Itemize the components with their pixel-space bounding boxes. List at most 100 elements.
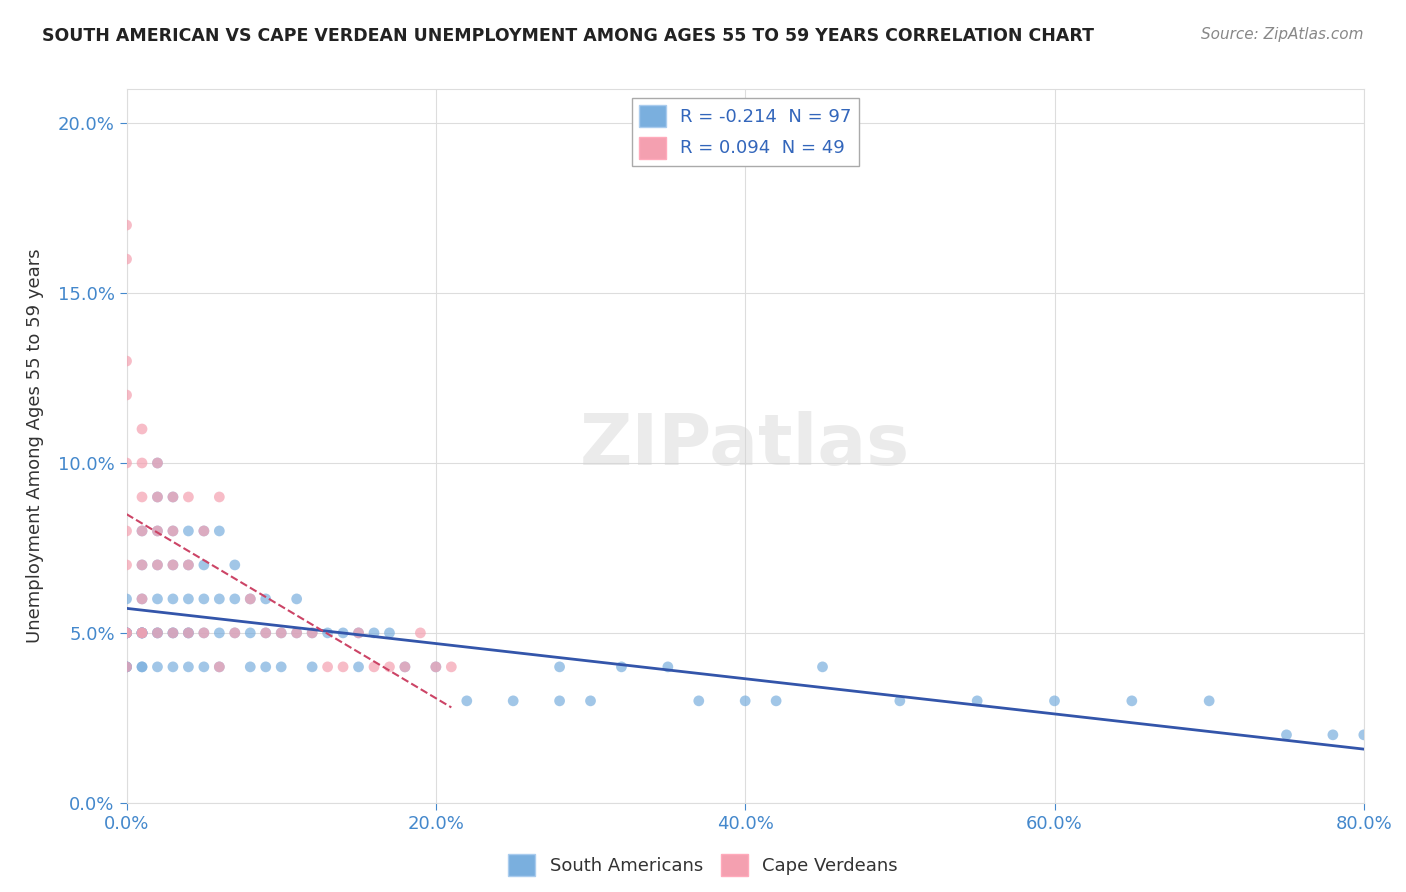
Point bbox=[363, 660, 385, 674]
Point bbox=[115, 388, 138, 402]
Point bbox=[657, 660, 679, 674]
Point bbox=[115, 660, 138, 674]
Point bbox=[1275, 728, 1298, 742]
Point bbox=[394, 660, 416, 674]
Point bbox=[177, 558, 200, 572]
Point bbox=[254, 591, 277, 606]
Point bbox=[131, 524, 153, 538]
Point bbox=[208, 591, 231, 606]
Point bbox=[115, 660, 138, 674]
Point bbox=[131, 626, 153, 640]
Point bbox=[254, 660, 277, 674]
Point bbox=[425, 660, 447, 674]
Point bbox=[115, 626, 138, 640]
Point bbox=[131, 591, 153, 606]
Point bbox=[285, 626, 308, 640]
Point bbox=[115, 218, 138, 232]
Point bbox=[146, 456, 169, 470]
Point bbox=[177, 490, 200, 504]
Point bbox=[115, 252, 138, 266]
Point bbox=[146, 558, 169, 572]
Point bbox=[440, 660, 463, 674]
Point bbox=[146, 524, 169, 538]
Point bbox=[177, 524, 200, 538]
Point bbox=[765, 694, 787, 708]
Point bbox=[688, 694, 710, 708]
Point bbox=[224, 626, 246, 640]
Point bbox=[193, 626, 215, 640]
Point bbox=[131, 456, 153, 470]
Point bbox=[162, 626, 184, 640]
Point bbox=[162, 490, 184, 504]
Point bbox=[254, 626, 277, 640]
Point bbox=[146, 626, 169, 640]
Point bbox=[456, 694, 478, 708]
Point bbox=[316, 660, 339, 674]
Point bbox=[239, 591, 262, 606]
Point bbox=[177, 660, 200, 674]
Point bbox=[131, 626, 153, 640]
Point bbox=[1322, 728, 1344, 742]
Point bbox=[548, 694, 571, 708]
Point bbox=[502, 694, 524, 708]
Point bbox=[193, 524, 215, 538]
Point bbox=[146, 660, 169, 674]
Point bbox=[301, 660, 323, 674]
Point bbox=[115, 558, 138, 572]
Point bbox=[162, 524, 184, 538]
Point bbox=[270, 626, 292, 640]
Point bbox=[115, 660, 138, 674]
Point bbox=[316, 626, 339, 640]
Point bbox=[1198, 694, 1220, 708]
Point bbox=[889, 694, 911, 708]
Point bbox=[146, 456, 169, 470]
Point bbox=[177, 626, 200, 640]
Point bbox=[162, 558, 184, 572]
Point bbox=[224, 558, 246, 572]
Point bbox=[332, 626, 354, 640]
Point bbox=[115, 626, 138, 640]
Legend: R = -0.214  N = 97, R = 0.094  N = 49: R = -0.214 N = 97, R = 0.094 N = 49 bbox=[631, 98, 859, 166]
Point bbox=[224, 591, 246, 606]
Point bbox=[131, 558, 153, 572]
Point bbox=[131, 524, 153, 538]
Point bbox=[162, 524, 184, 538]
Point bbox=[239, 591, 262, 606]
Point bbox=[146, 558, 169, 572]
Point bbox=[177, 558, 200, 572]
Point bbox=[378, 660, 401, 674]
Point bbox=[146, 626, 169, 640]
Point bbox=[193, 591, 215, 606]
Point bbox=[610, 660, 633, 674]
Point bbox=[177, 626, 200, 640]
Point bbox=[270, 660, 292, 674]
Point bbox=[115, 626, 138, 640]
Point bbox=[177, 591, 200, 606]
Point bbox=[811, 660, 834, 674]
Point bbox=[966, 694, 988, 708]
Point bbox=[162, 558, 184, 572]
Point bbox=[394, 660, 416, 674]
Point bbox=[347, 626, 370, 640]
Point bbox=[409, 626, 432, 640]
Point bbox=[131, 626, 153, 640]
Point bbox=[224, 626, 246, 640]
Point bbox=[146, 524, 169, 538]
Point bbox=[146, 626, 169, 640]
Text: Source: ZipAtlas.com: Source: ZipAtlas.com bbox=[1201, 27, 1364, 42]
Point bbox=[115, 626, 138, 640]
Point bbox=[177, 626, 200, 640]
Point bbox=[208, 626, 231, 640]
Point bbox=[115, 660, 138, 674]
Point bbox=[162, 591, 184, 606]
Point bbox=[115, 626, 138, 640]
Point bbox=[131, 626, 153, 640]
Point bbox=[193, 524, 215, 538]
Point bbox=[115, 354, 138, 368]
Point bbox=[1121, 694, 1143, 708]
Point bbox=[347, 660, 370, 674]
Point bbox=[285, 591, 308, 606]
Point bbox=[193, 558, 215, 572]
Point bbox=[162, 626, 184, 640]
Point bbox=[208, 660, 231, 674]
